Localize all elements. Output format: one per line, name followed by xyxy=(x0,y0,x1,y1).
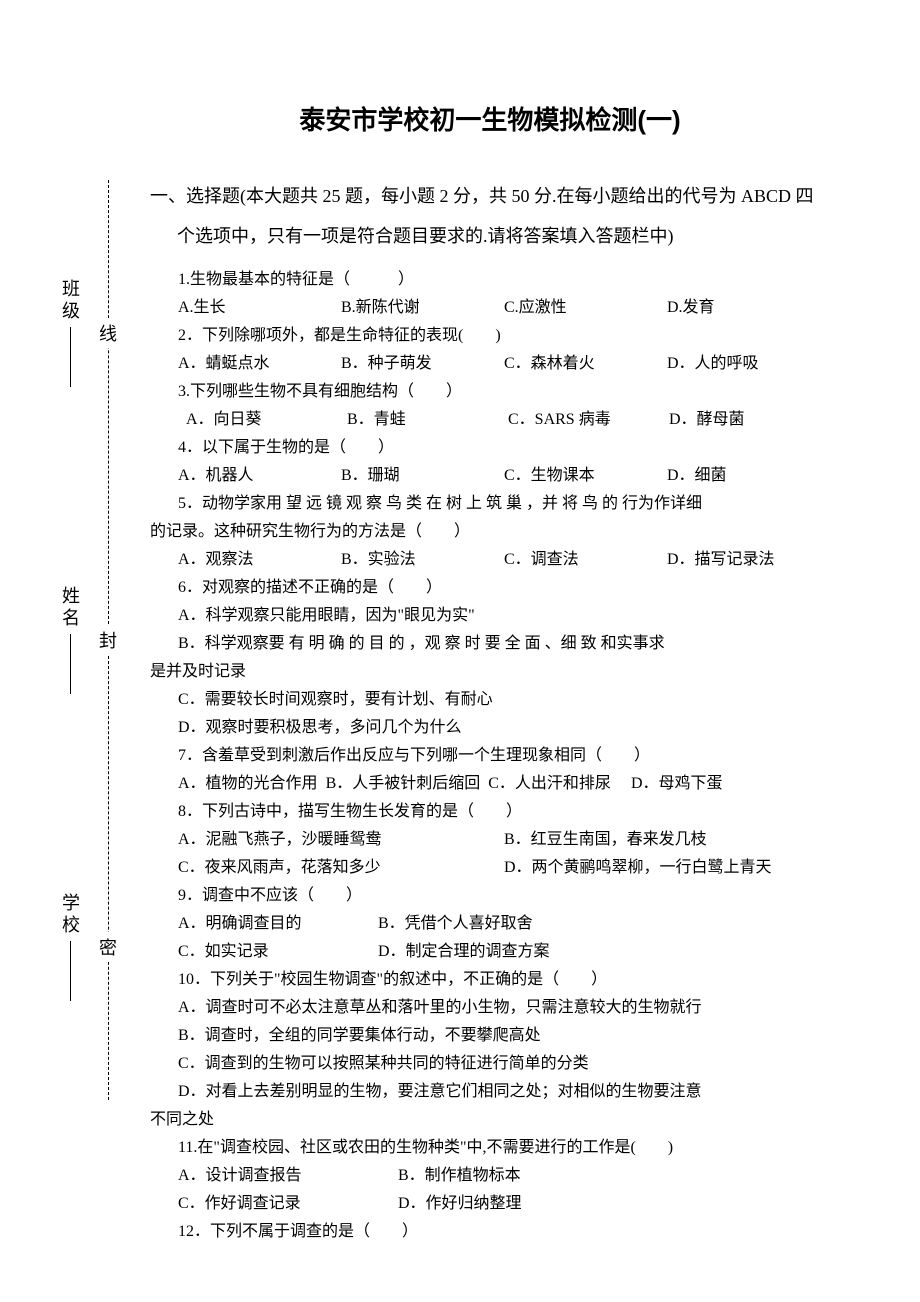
option-c: C．需要较长时间观察时，要有计划、有耐心 xyxy=(178,686,830,714)
option-a: A．机器人 xyxy=(178,462,341,490)
option-d-cont: 不同之处 xyxy=(150,1106,830,1134)
label-text: 学校 xyxy=(60,893,80,937)
question-text: 10．下列关于"校园生物调查"的叙述中，不正确的是（ ） xyxy=(178,966,830,994)
option-a: A．植物的光合作用 xyxy=(178,775,318,792)
options-row: C．作好调查记录 D．作好归纳整理 xyxy=(178,1190,830,1218)
option-a: A．明确调查目的 xyxy=(178,910,378,938)
options-row: A．设计调查报告 B．制作植物标本 xyxy=(178,1162,830,1190)
option-b-cont: 是并及时记录 xyxy=(150,658,830,686)
option-c: C．调查到的生物可以按照某种共同的特征进行简单的分类 xyxy=(178,1050,830,1078)
option-a: A．泥融飞燕子，沙暖睡鸳鸯 xyxy=(178,826,504,854)
side-label-school: 学校 xyxy=(57,893,83,1001)
options-row: A．蜻蜓点水 B．种子萌发 C．森林着火 D．人的呼吸 xyxy=(178,350,830,378)
option-b: B．人手被针刺后缩回 xyxy=(326,775,481,792)
option-b: B．科学观察要 有 明 确 的 目 的 ，观 察 时 要 全 面 、细 致 和实… xyxy=(178,630,830,658)
option-b: B．调查时，全组的同学要集体行动，不要攀爬高处 xyxy=(178,1022,830,1050)
seal-char: 线 xyxy=(99,318,117,348)
question-text: 5．动物学家用 望 远 镜 观 察 鸟 类 在 树 上 筑 巢 ，并 将 鸟 的… xyxy=(178,490,830,518)
options-row: A．植物的光合作用 B．人手被针刺后缩回 C．人出汗和排尿 D．母鸡下蛋 xyxy=(178,770,830,798)
option-b: B．珊瑚 xyxy=(341,462,504,490)
option-d: D．描写记录法 xyxy=(667,546,830,574)
seal-char: 密 xyxy=(99,932,117,962)
option-b: B．制作植物标本 xyxy=(398,1162,830,1190)
option-d: D．制定合理的调查方案 xyxy=(378,938,830,966)
option-d: D.发育 xyxy=(667,294,830,322)
option-a: A.生长 xyxy=(178,294,341,322)
option-d: D．两个黄鹂鸣翠柳，一行白鹭上青天 xyxy=(504,854,830,882)
option-d: D．酵母菌 xyxy=(669,406,830,434)
option-b: B．青蛙 xyxy=(347,406,508,434)
question-text: 1.生物最基本的特征是（ ） xyxy=(178,266,830,294)
option-c: C．人出汗和排尿 xyxy=(488,775,611,792)
option-a: A．调查时可不必太注意草丛和落叶里的小生物，只需注意较大的生物就行 xyxy=(178,994,830,1022)
option-d: D．作好归纳整理 xyxy=(398,1190,830,1218)
option-c: C．夜来风雨声，花落知多少 xyxy=(178,854,504,882)
label-text: 班级 xyxy=(60,279,80,323)
seal-chars: 线 封 密 xyxy=(95,180,121,1100)
options-row: C．夜来风雨声，花落知多少 D．两个黄鹂鸣翠柳，一行白鹭上青天 xyxy=(178,854,830,882)
option-b: B．种子萌发 xyxy=(341,350,504,378)
option-d: D．人的呼吸 xyxy=(667,350,830,378)
side-label-name: 姓名 xyxy=(57,586,83,694)
option-b: B．红豆生南国，春来发几枝 xyxy=(504,826,830,854)
page-title: 泰安市学校初一生物模拟检测(一) xyxy=(150,100,830,137)
side-label-class: 班级 xyxy=(57,279,83,387)
option-b: B．凭借个人喜好取舍 xyxy=(378,910,830,938)
question-text: 4．以下属于生物的是（ ） xyxy=(178,434,830,462)
seal-char: 封 xyxy=(99,625,117,655)
option-c: C．森林着火 xyxy=(504,350,667,378)
question-text: 2．下列除哪项外，都是生命特征的表现( ) xyxy=(178,322,830,350)
options-row: A．明确调查目的 B．凭借个人喜好取舍 xyxy=(178,910,830,938)
option-d: D．对看上去差别明显的生物，要注意它们相同之处；对相似的生物要注意 xyxy=(178,1078,830,1106)
option-b: B.新陈代谢 xyxy=(341,294,504,322)
section-header: 一、选择题(本大题共 25 题，每小题 2 分，共 50 分.在每小题给出的代号… xyxy=(150,177,830,256)
option-d: D．观察时要积极思考，多问几个为什么 xyxy=(178,714,830,742)
option-c: C．SARS 病毒 xyxy=(508,406,669,434)
option-c: C.应激性 xyxy=(504,294,667,322)
option-a: A．设计调查报告 xyxy=(178,1162,398,1190)
options-row: A．观察法 B．实验法 C．调查法 D．描写记录法 xyxy=(178,546,830,574)
question-text: 8．下列古诗中，描写生物生长发育的是（ ） xyxy=(178,798,830,826)
options-row: A．机器人 B．珊瑚 C．生物课本 D．细菌 xyxy=(178,462,830,490)
option-d: D．母鸡下蛋 xyxy=(631,775,723,792)
option-b: B．实验法 xyxy=(341,546,504,574)
question-text: 7．含羞草受到刺激后作出反应与下列哪一个生理现象相同（ ） xyxy=(178,742,830,770)
options-row: A.生长 B.新陈代谢 C.应激性 D.发育 xyxy=(178,294,830,322)
option-c: C．作好调查记录 xyxy=(178,1190,398,1218)
question-text: 6．对观察的描述不正确的是（ ） xyxy=(178,574,830,602)
option-a: A．蜻蜓点水 xyxy=(178,350,341,378)
label-text: 姓名 xyxy=(60,586,80,630)
options-row: A．泥融飞燕子，沙暖睡鸳鸯 B．红豆生南国，春来发几枝 xyxy=(178,826,830,854)
question-text: 9．调查中不应该（ ） xyxy=(178,882,830,910)
side-labels: 班级 姓名 学校 xyxy=(55,180,85,1100)
option-a: A．向日葵 xyxy=(178,406,347,434)
option-c: C．调查法 xyxy=(504,546,667,574)
question-text: 11.在"调查校园、社区或农田的生物种类"中,不需要进行的工作是( ) xyxy=(178,1134,830,1162)
option-a: A．科学观察只能用眼睛，因为"眼见为实" xyxy=(178,602,830,630)
question-text: 3.下列哪些生物不具有细胞结构（ ） xyxy=(178,378,830,406)
options-row: A．向日葵 B．青蛙 C．SARS 病毒 D．酵母菌 xyxy=(178,406,830,434)
options-row: C．如实记录 D．制定合理的调查方案 xyxy=(178,938,830,966)
option-c: C．如实记录 xyxy=(178,938,378,966)
option-c: C．生物课本 xyxy=(504,462,667,490)
option-a: A．观察法 xyxy=(178,546,341,574)
question-text-cont: 的记录。这种研究生物行为的方法是（ ） xyxy=(150,518,830,546)
option-d: D．细菌 xyxy=(667,462,830,490)
question-text: 12．下列不属于调查的是（ ） xyxy=(178,1218,830,1246)
